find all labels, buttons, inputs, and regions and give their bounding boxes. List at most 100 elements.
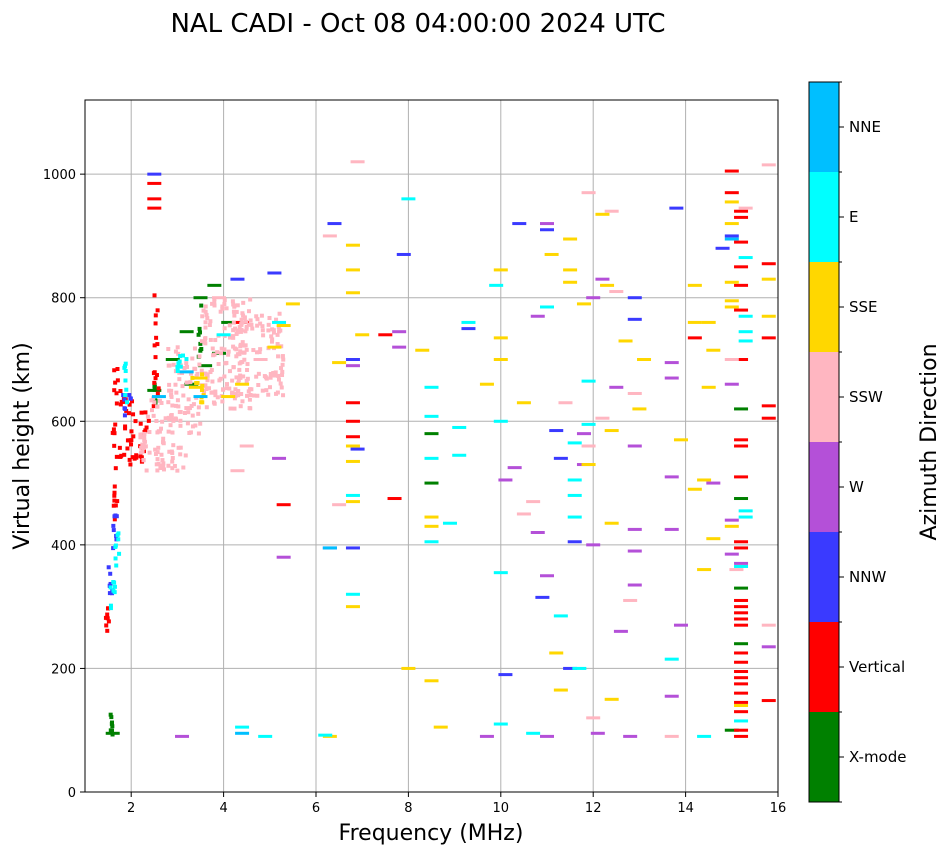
- echo-point: [609, 385, 624, 389]
- echo-point: [424, 481, 439, 485]
- echo-point: [263, 375, 268, 380]
- echo-point: [199, 303, 204, 308]
- echo-point: [600, 283, 615, 287]
- echo-point: [205, 316, 210, 321]
- echo-point: [215, 350, 220, 355]
- echo-point: [130, 455, 135, 460]
- echo-point: [140, 449, 145, 454]
- echo-point: [142, 438, 147, 443]
- echo-point: [182, 410, 187, 415]
- echo-point: [345, 444, 360, 448]
- echo-point: [706, 537, 721, 541]
- echo-point: [673, 438, 688, 442]
- echo-point: [239, 327, 244, 332]
- echo-point: [734, 240, 749, 244]
- echo-point: [761, 623, 776, 627]
- echo-point: [734, 265, 749, 269]
- echo-point: [697, 478, 712, 482]
- echo-point: [274, 391, 279, 396]
- echo-point: [627, 444, 642, 448]
- echo-point: [109, 721, 114, 726]
- echo-point: [112, 484, 117, 489]
- echo-point: [627, 583, 642, 587]
- echo-point: [245, 393, 250, 398]
- echo-point: [166, 429, 171, 434]
- echo-point: [498, 478, 513, 482]
- echo-point: [345, 459, 360, 463]
- echo-point: [563, 280, 578, 284]
- echo-point: [212, 300, 217, 305]
- echo-point: [664, 694, 679, 698]
- echo-point: [734, 497, 749, 501]
- echo-point: [246, 389, 251, 394]
- echo-point: [761, 645, 776, 649]
- echo-point: [442, 521, 457, 525]
- echo-point: [238, 373, 243, 378]
- echo-point: [244, 324, 249, 329]
- echo-point: [345, 401, 360, 405]
- echo-point: [221, 320, 236, 324]
- echo-point: [223, 361, 228, 366]
- echo-point: [111, 580, 116, 585]
- echo-point: [236, 393, 241, 398]
- echo-point: [687, 283, 702, 287]
- echo-point: [156, 461, 161, 466]
- echo-point: [396, 252, 411, 256]
- echo-point: [113, 466, 118, 471]
- echo-point: [734, 651, 749, 655]
- echo-point: [215, 395, 220, 400]
- echo-point: [153, 447, 158, 452]
- echo-point: [108, 571, 113, 576]
- echo-point: [761, 416, 776, 420]
- echo-point: [188, 385, 203, 389]
- echo-point: [267, 345, 282, 349]
- echo-point: [401, 666, 416, 670]
- echo-point: [563, 237, 578, 241]
- echo-point: [595, 416, 610, 420]
- echo-point: [204, 386, 209, 391]
- echo-point: [701, 320, 716, 324]
- echo-point: [272, 456, 287, 460]
- echo-point: [234, 375, 239, 380]
- echo-point: [280, 369, 285, 374]
- echo-point: [424, 540, 439, 544]
- echo-point: [186, 410, 191, 415]
- echo-point: [738, 314, 753, 318]
- echo-point: [581, 379, 596, 383]
- echo-point: [244, 378, 249, 383]
- echo-point: [697, 568, 712, 572]
- echo-point: [734, 540, 749, 544]
- echo-point: [235, 382, 250, 386]
- colorbar-segment-x-mode: [809, 712, 839, 802]
- echo-point: [155, 404, 160, 409]
- echo-point: [243, 329, 248, 334]
- echo-point: [729, 568, 744, 572]
- echo-point: [239, 444, 254, 448]
- x-axis-ticks: 2 4 6 8 10 12 14 16: [127, 792, 786, 816]
- echo-point: [151, 396, 156, 401]
- echo-point: [155, 430, 160, 435]
- echo-point: [724, 237, 739, 241]
- echo-point: [724, 728, 739, 732]
- echo-point: [664, 527, 679, 531]
- echo-point: [123, 361, 128, 366]
- echo-point: [581, 444, 596, 448]
- echo-point: [535, 595, 550, 599]
- echo-point: [738, 339, 753, 343]
- echo-point: [113, 380, 118, 385]
- echo-point: [687, 487, 702, 491]
- echo-point: [734, 598, 749, 602]
- colorbar-label: NNE: [849, 118, 881, 136]
- echo-point: [172, 463, 177, 468]
- echo-point: [152, 400, 157, 405]
- echo-point: [332, 503, 347, 507]
- echo-point: [271, 330, 276, 335]
- echo-point: [268, 371, 273, 376]
- echo-point: [586, 716, 601, 720]
- echo-point: [179, 370, 194, 374]
- echo-point: [724, 234, 739, 238]
- echo-point: [130, 399, 135, 404]
- echo-point: [169, 394, 174, 399]
- echo-point: [581, 463, 596, 467]
